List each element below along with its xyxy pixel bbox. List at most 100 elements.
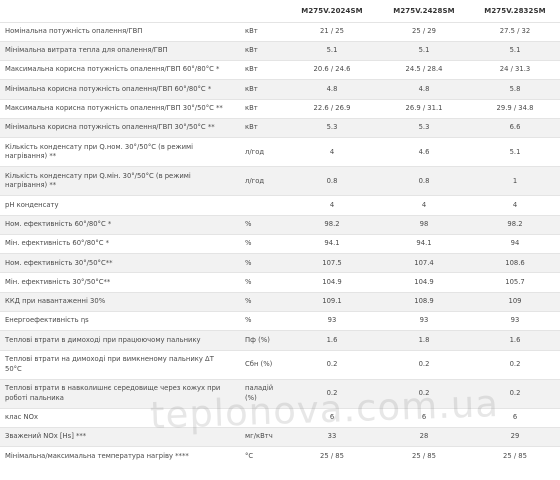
model-3-value: 27.5 / 32 <box>470 21 560 42</box>
table-row: Ном. ефективність 60°/80°С *% 98.2 98 98.2 <box>0 214 560 235</box>
param-cell: Мін. ефективність 30°/50°С** <box>0 272 234 293</box>
table-row: Мінімальна корисна потужність опалення/Г… <box>0 79 560 100</box>
table-row: Енергоефективність ηs% 93 93 93 <box>0 311 560 331</box>
model-2-value: 4.8 <box>378 79 470 100</box>
model-1-value: 5.3 <box>286 117 378 138</box>
table-row: ККД при навантаженні 30%% 109.1 108.9 109 <box>0 291 560 312</box>
model-2-value: 25 / 85 <box>378 446 470 467</box>
unit-cell <box>234 407 286 428</box>
param-cell: Мінімальна корисна потужність опалення/Г… <box>0 117 234 138</box>
table-row: Мінімальна витрата тепла для опалення/ГВ… <box>0 40 560 61</box>
model-2-value: 5.3 <box>378 117 470 138</box>
model-2-value: 5.1 <box>378 40 470 61</box>
model-2-value: 0.2 <box>378 378 470 409</box>
model-3-value: 25 / 85 <box>470 446 560 467</box>
model-3-value: 108.6 <box>470 253 560 273</box>
model-3-value: 0.2 <box>470 349 560 380</box>
table-row: Ном. ефективність 30°/50°С**% 107.5 107.4 1… <box>0 253 560 273</box>
model-3-value: 93 <box>470 311 560 331</box>
model-2-value: 98 <box>378 214 470 235</box>
model-2-value: 24.5 / 28.4 <box>378 60 470 80</box>
unit-cell: кВт <box>234 40 286 61</box>
model-3-value: 94 <box>470 233 560 254</box>
model-1-value: 5.1 <box>286 40 378 61</box>
model-3-value: 0.2 <box>470 378 560 409</box>
param-cell: Максимальна корисна потужність опалення/… <box>0 98 234 119</box>
table-row: Мін. ефективність 60°/80°С *% 94.1 94.1 94 <box>0 233 560 254</box>
param-cell: Мінімальна витрата тепла для опалення/ГВ… <box>0 40 234 61</box>
table-row: Мін. ефективність 30°/50°С**% 104.9 104.9 1… <box>0 272 560 293</box>
unit-cell: % <box>234 214 286 235</box>
model-2-value: 4 <box>378 195 470 216</box>
header-param <box>0 0 234 22</box>
unit-cell: % <box>234 291 286 312</box>
table-row: Кількість конденсату при Q.мін. 30°/50°С… <box>0 166 560 196</box>
param-cell: Максимальна корисна потужність опалення/… <box>0 60 234 80</box>
table-body: Номінальна потужність опалення/ГВП кВт 21 … <box>0 21 560 467</box>
table-row: Теплові втрати в навколишнє середовище ч… <box>0 378 560 409</box>
model-3-value: 98.2 <box>470 214 560 235</box>
model-1-value: 4 <box>286 137 378 167</box>
unit-cell: мг/кВтч <box>234 426 286 447</box>
param-cell: Кількість конденсату при Q.мін. 30°/50°С… <box>0 166 234 196</box>
header-unit <box>234 0 286 22</box>
model-1-value: 4.8 <box>286 79 378 100</box>
model-3-value: 109 <box>470 291 560 312</box>
model-1-value: 0.2 <box>286 349 378 380</box>
param-cell: Зважений NOx [Hs] *** <box>0 426 234 447</box>
model-3-value: 6.6 <box>470 117 560 138</box>
model-2-value: 28 <box>378 426 470 447</box>
table-row: Мінімальна корисна потужність опалення/Г… <box>0 117 560 138</box>
model-1-value: 107.5 <box>286 253 378 273</box>
model-3-value: 4 <box>470 195 560 216</box>
model-3-value: 1 <box>470 166 560 196</box>
param-cell: Теплові втрати в димоході при працюючому… <box>0 330 234 351</box>
model-2-value: 104.9 <box>378 272 470 293</box>
param-cell: Теплові втрати в навколишнє середовище ч… <box>0 378 234 409</box>
param-cell: Мінімальна корисна потужність опалення/Г… <box>0 79 234 100</box>
unit-cell: кВт <box>234 98 286 119</box>
param-cell: Номінальна потужність опалення/ГВП <box>0 21 234 42</box>
model-1-value: 6 <box>286 407 378 428</box>
model-2-value: 6 <box>378 407 470 428</box>
specifications-table: M275V.2024SM M275V.2428SM M275V.2832SM Н… <box>0 0 560 467</box>
model-3-value: 6 <box>470 407 560 428</box>
model-1-value: 94.1 <box>286 233 378 254</box>
param-cell: Теплові втрати на димоході при вимкненом… <box>0 349 234 380</box>
model-2-value: 108.9 <box>378 291 470 312</box>
model-1-value: 1.6 <box>286 330 378 351</box>
model-1-value: 104.9 <box>286 272 378 293</box>
unit-cell <box>234 195 286 216</box>
table-row: Номінальна потужність опалення/ГВП кВт 21 … <box>0 21 560 42</box>
model-2-value: 94.1 <box>378 233 470 254</box>
model-2-value: 93 <box>378 311 470 331</box>
model-3-value: 5.8 <box>470 79 560 100</box>
unit-cell: л/год <box>234 137 286 167</box>
unit-cell: % <box>234 311 286 331</box>
model-1-value: 0.8 <box>286 166 378 196</box>
header-model-2: M275V.2428SM <box>378 0 470 22</box>
param-cell: Кількість конденсату при Q.ном. 30°/50°С… <box>0 137 234 167</box>
model-1-value: 25 / 85 <box>286 446 378 467</box>
unit-cell: Сбн (%) <box>234 349 286 380</box>
model-2-value: 25 / 29 <box>378 21 470 42</box>
unit-cell: кВт <box>234 117 286 138</box>
unit-cell: паладій (%) <box>234 378 286 409</box>
model-3-value: 29.9 / 34.8 <box>470 98 560 119</box>
unit-cell: °С <box>234 446 286 467</box>
model-3-value: 5.1 <box>470 40 560 61</box>
unit-cell: кВт <box>234 60 286 80</box>
param-cell: Ном. ефективність 60°/80°С * <box>0 214 234 235</box>
table-row: Мінімальна/максимальна температура нагрі… <box>0 446 560 467</box>
model-1-value: 20.6 / 24.6 <box>286 60 378 80</box>
model-1-value: 22.6 / 26.9 <box>286 98 378 119</box>
table-row: Зважений NOx [Hs] *** мг/кВтч 33 28 29 <box>0 426 560 447</box>
table-row: клас NOx 6 6 6 <box>0 407 560 428</box>
unit-cell: Пф (%) <box>234 330 286 351</box>
model-3-value: 1.6 <box>470 330 560 351</box>
unit-cell: % <box>234 272 286 293</box>
model-3-value: 105.7 <box>470 272 560 293</box>
header-model-1: M275V.2024SM <box>286 0 378 22</box>
model-2-value: 0.2 <box>378 349 470 380</box>
table-row: Максимальна корисна потужність опалення/… <box>0 60 560 80</box>
